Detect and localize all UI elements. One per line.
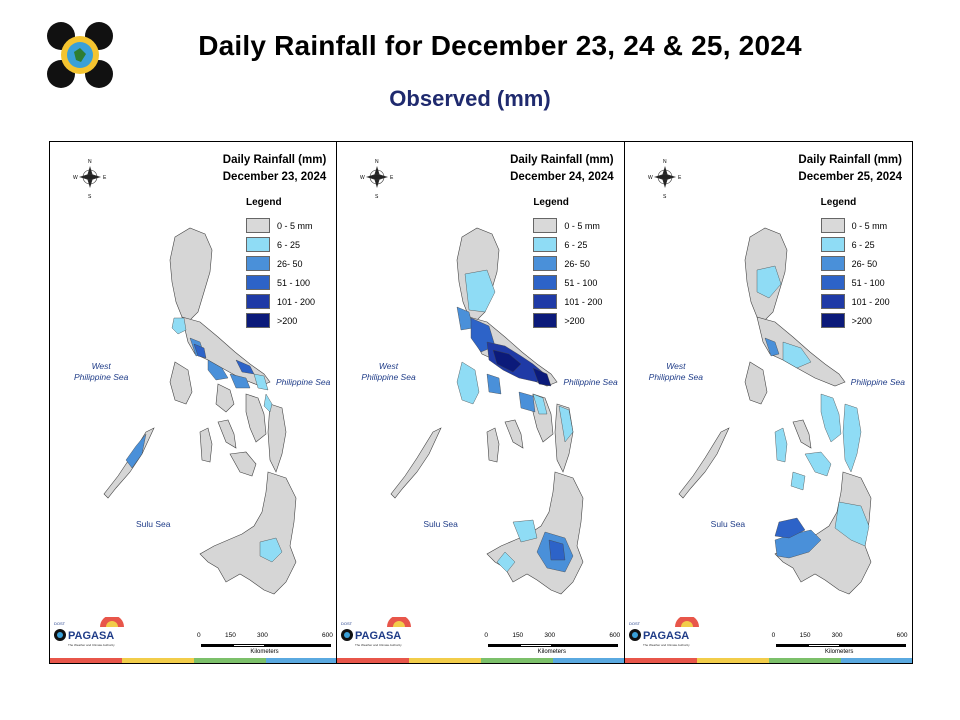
panel-title: Daily Rainfall (mm) December 23, 2024 <box>222 154 327 183</box>
label-philippine-sea: Philippine Sea <box>276 377 331 387</box>
compass-n: N <box>375 159 379 165</box>
map-legend: Legend 0 - 5 mm 6 - 25 26- 50 51 - 100 1… <box>533 197 602 330</box>
philippines-map: N S W E <box>73 159 297 595</box>
panel-title: Daily Rainfall (mm) December 25, 2024 <box>798 154 902 183</box>
scale-bar: 0 150 300 600 Kilometers <box>771 632 908 655</box>
map-legend: Legend 0 - 5 mm 6 - 25 26- 50 51 - 100 1… <box>820 197 890 330</box>
page-subtitle: Observed (mm) <box>389 86 551 111</box>
map-legend: Legend 0 - 5 mm 6 - 25 26- 50 51 - 100 1… <box>246 197 315 330</box>
page-title: Daily Rainfall for December 23, 24 & 25,… <box>198 30 802 61</box>
scale-bar: 0 150 300 600 Kilometers <box>197 632 333 655</box>
color-strip <box>337 658 624 663</box>
svg-text:PAGASA: PAGASA <box>643 630 689 642</box>
philippines-map: N S W E <box>648 159 871 595</box>
map-panel-dec25: N S W E Daily Rainfall (mm) December 25,… <box>624 142 912 663</box>
compass-rose <box>653 165 676 189</box>
compass-e: E <box>678 175 682 181</box>
label-west-philippine-sea: West Philippine Sea <box>361 361 416 382</box>
compass-w: W <box>73 175 78 181</box>
compass-rose <box>78 165 102 189</box>
color-strip <box>624 658 912 663</box>
svg-text:The Weather and Climate Author: The Weather and Climate Authority <box>68 643 115 647</box>
label-sulu-sea: Sulu Sea <box>136 519 171 529</box>
map-panels: N S W E Daily Rainfall (mm) December 23,… <box>49 141 913 664</box>
compass-s: S <box>663 194 667 200</box>
label-philippine-sea: Philippine Sea <box>850 377 906 387</box>
svg-text:The Weather and Climate Author: The Weather and Climate Authority <box>643 643 690 647</box>
svg-text:DOST: DOST <box>54 621 66 626</box>
compass-w: W <box>648 175 653 181</box>
svg-text:DOST: DOST <box>629 621 641 626</box>
compass-e: E <box>103 175 107 181</box>
pagasa-brand-logo: DOST PAGASA The Weather and Climate Auth… <box>54 617 124 647</box>
compass-w: W <box>360 175 365 181</box>
map-panel-dec23: N S W E Daily Rainfall (mm) December 23,… <box>50 142 338 663</box>
svg-text:DOST: DOST <box>341 621 353 626</box>
pagasa-brand-logo: DOST PAGASA The Weather and Climate Auth… <box>341 617 412 647</box>
label-sulu-sea: Sulu Sea <box>710 519 746 529</box>
label-philippine-sea: Philippine Sea <box>563 377 618 387</box>
color-strip <box>50 658 337 663</box>
compass-rose <box>366 165 389 189</box>
compass-n: N <box>663 159 667 165</box>
compass-e: E <box>390 175 394 181</box>
philippines-map: N S W E <box>360 159 584 595</box>
pagasa-brand-logo: DOST PAGASA The Weather and Climate Auth… <box>628 617 699 647</box>
compass-s: S <box>88 194 92 200</box>
svg-text:PAGASA: PAGASA <box>68 630 114 642</box>
label-west-philippine-sea: West Philippine Sea <box>648 361 704 382</box>
svg-text:The Weather and Climate Author: The Weather and Climate Authority <box>355 643 402 647</box>
scale-bar: 0 150 300 600 Kilometers <box>484 632 621 655</box>
label-sulu-sea: Sulu Sea <box>423 519 458 529</box>
compass-n: N <box>88 159 92 165</box>
svg-text:PAGASA: PAGASA <box>355 630 401 642</box>
compass-s: S <box>375 194 379 200</box>
label-west-philippine-sea: West Philippine Sea <box>74 361 129 382</box>
pagasa-logo <box>47 22 113 88</box>
map-panel-dec24: N S W E Daily Rainfall (mm) December 24,… <box>337 142 625 663</box>
panel-title: Daily Rainfall (mm) December 24, 2024 <box>510 154 614 183</box>
